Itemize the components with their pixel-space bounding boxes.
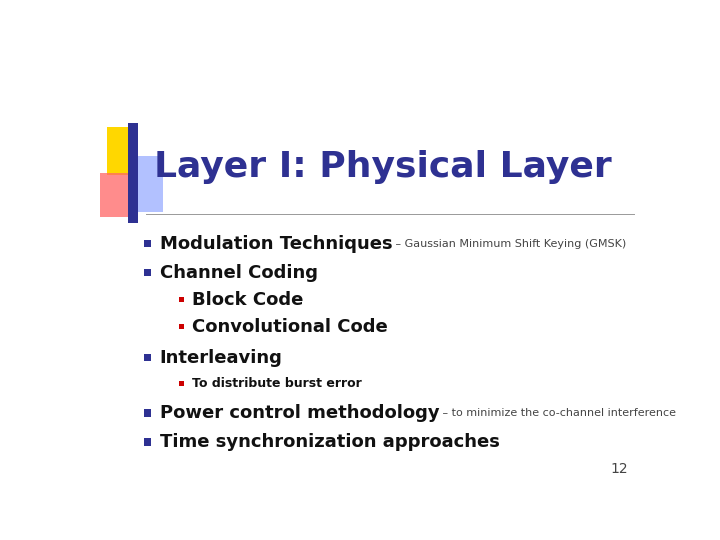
Bar: [144, 269, 151, 276]
Bar: [179, 381, 184, 386]
Text: Convolutional Code: Convolutional Code: [192, 318, 388, 336]
Text: Time synchronization approaches: Time synchronization approaches: [160, 433, 500, 451]
Text: – Gaussian Minimum Shift Keying (GMSK): – Gaussian Minimum Shift Keying (GMSK): [392, 239, 626, 248]
Text: Block Code: Block Code: [192, 291, 304, 309]
Bar: [144, 438, 151, 446]
Bar: [132, 156, 163, 212]
Bar: [144, 409, 151, 416]
Bar: [100, 173, 132, 217]
Text: Layer I: Physical Layer: Layer I: Physical Layer: [154, 150, 612, 184]
Text: Channel Coding: Channel Coding: [160, 264, 318, 282]
Text: To distribute burst error: To distribute burst error: [192, 377, 362, 390]
Bar: [144, 240, 151, 247]
Text: Power control methodology: Power control methodology: [160, 404, 439, 422]
Text: Modulation Techniques: Modulation Techniques: [160, 234, 392, 253]
Bar: [179, 324, 184, 329]
Bar: [179, 297, 184, 302]
Text: 12: 12: [611, 462, 629, 476]
Bar: [144, 354, 151, 361]
Bar: [128, 123, 138, 223]
Text: – to minimize the co-channel interference: – to minimize the co-channel interferenc…: [439, 408, 676, 418]
Text: Interleaving: Interleaving: [160, 348, 283, 367]
Bar: [107, 127, 133, 175]
